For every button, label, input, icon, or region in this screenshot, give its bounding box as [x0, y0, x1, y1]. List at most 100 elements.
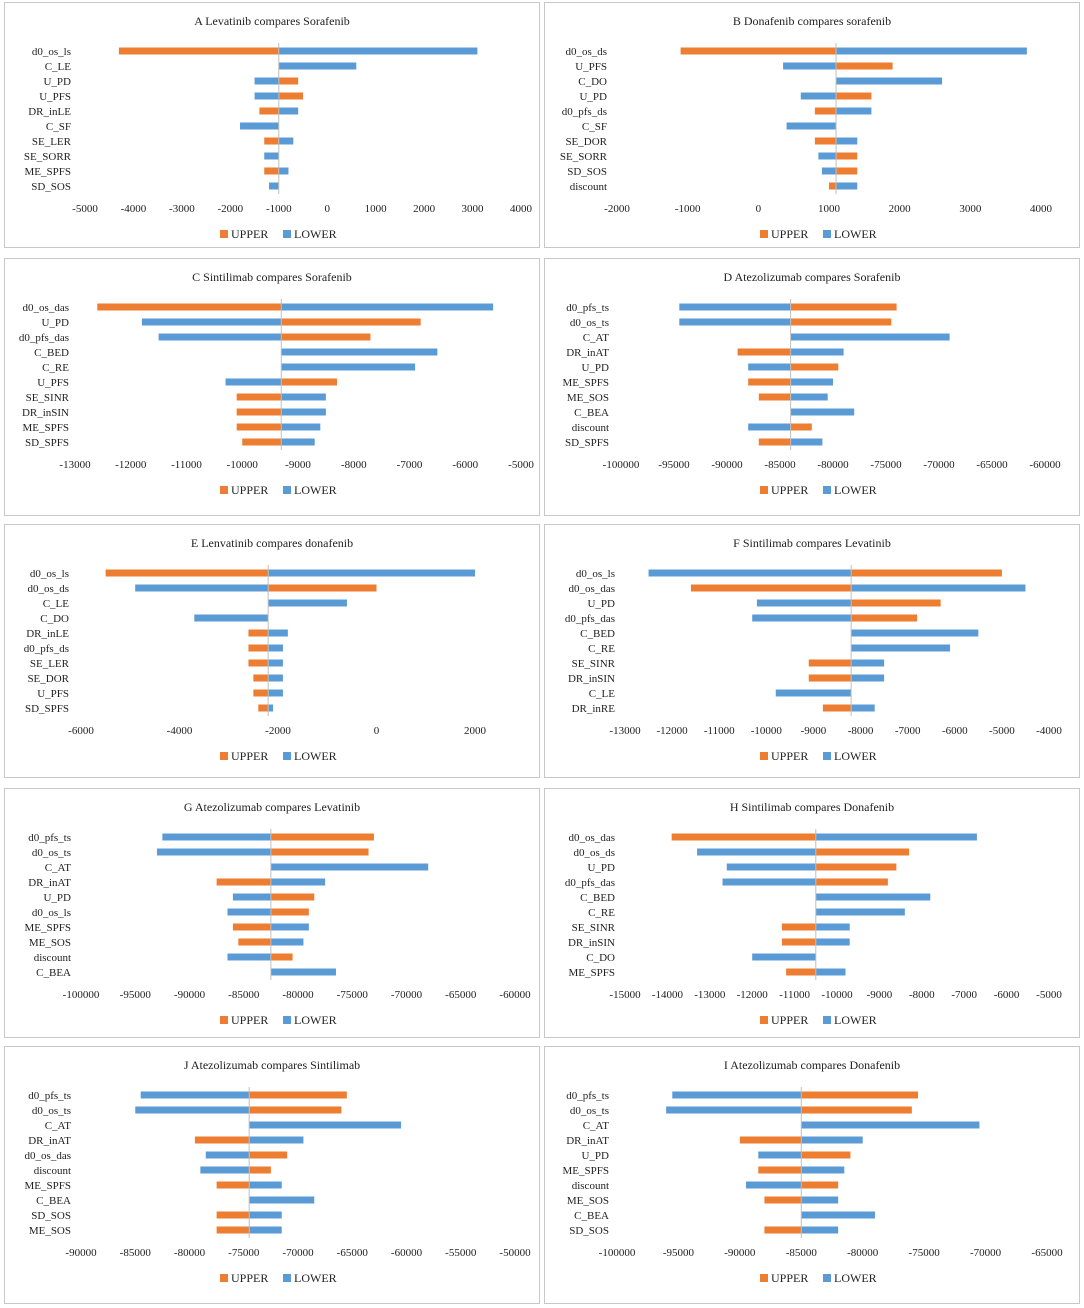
- legend-label-lower: LOWER: [834, 1271, 877, 1285]
- bar-upper: [278, 77, 299, 85]
- bar-lower: [254, 77, 279, 85]
- bar-upper: [232, 923, 271, 931]
- x-tick-label: -4000: [121, 203, 147, 215]
- bar-lower: [815, 833, 977, 841]
- category-label: d0_os_das: [25, 1150, 71, 1162]
- x-tick-label: -65000: [976, 459, 1008, 471]
- bar-lower: [232, 893, 271, 901]
- category-label: d0_os_ts: [570, 317, 609, 329]
- bar-upper: [105, 569, 269, 577]
- bar-upper: [758, 393, 791, 401]
- x-tick-label: -11000: [704, 725, 735, 737]
- legend-label-upper: UPPER: [771, 749, 808, 763]
- category-label: C_AT: [583, 332, 610, 344]
- x-tick-label: 2000: [889, 203, 912, 215]
- x-tick-label: 1000: [365, 203, 388, 215]
- bar-lower: [268, 659, 283, 667]
- category-label: C_BED: [580, 628, 615, 640]
- legend-label-upper: UPPER: [771, 483, 808, 497]
- x-tick-label: -7000: [951, 989, 977, 1001]
- x-tick-label: 0: [756, 203, 762, 215]
- bar-lower: [790, 333, 950, 341]
- x-tick-label: -90000: [174, 989, 206, 1001]
- x-tick-label: -60000: [499, 989, 531, 1001]
- chart-panel: D Atezolizumab compares Sorafenib d0_pfs_…: [544, 258, 1080, 516]
- category-label: C_SF: [582, 121, 607, 133]
- bar-lower: [225, 378, 282, 386]
- x-tick-label: -13000: [694, 989, 726, 1001]
- category-label: DR_inSIN: [568, 937, 615, 949]
- chart-svg: B Donafenib compares sorafenib d0_os_ds U_…: [560, 14, 1053, 241]
- chart-panel: F Sintilimab compares Levatinib d0_os_ls d…: [544, 524, 1080, 778]
- category-label: d0_os_ls: [32, 907, 71, 919]
- bar-lower: [200, 1166, 250, 1174]
- chart-panel: B Donafenib compares sorafenib d0_os_ds U_…: [544, 2, 1080, 248]
- bar-lower: [205, 1151, 250, 1159]
- bar-lower: [249, 1226, 282, 1234]
- bar-lower: [281, 393, 326, 401]
- category-label: SD_SOS: [569, 1225, 609, 1237]
- x-tick-label: -8000: [848, 725, 874, 737]
- category-label: U_PD: [43, 76, 71, 88]
- legend-label-upper: UPPER: [771, 1271, 808, 1285]
- x-tick-label: -65000: [1031, 1247, 1063, 1259]
- chart-title: E Lenvatinib compares donafenib: [191, 536, 353, 550]
- category-label: DR_inRE: [572, 703, 616, 715]
- x-tick-label: -10000: [227, 459, 259, 471]
- x-tick-label: -65000: [445, 989, 477, 1001]
- category-label: C_DO: [40, 613, 69, 625]
- category-label: d0_pfs_ts: [566, 1090, 609, 1102]
- category-label: ME_SPFS: [25, 922, 71, 934]
- bar-lower: [672, 1091, 802, 1099]
- bar-upper: [248, 629, 269, 637]
- category-label: d0_pfs_das: [565, 877, 615, 889]
- category-label: ME_SPFS: [25, 166, 71, 178]
- legend: UPPER LOWER: [220, 749, 337, 763]
- bar-upper: [815, 863, 897, 871]
- bar-lower: [801, 1166, 845, 1174]
- bar-lower: [790, 393, 828, 401]
- category-label: d0_os_das: [569, 832, 615, 844]
- bar-upper: [790, 303, 897, 311]
- legend-swatch-upper: [760, 1016, 768, 1024]
- x-tick-label: 1000: [818, 203, 841, 215]
- category-label: U_PD: [587, 862, 615, 874]
- category-label: SE_SORR: [24, 151, 72, 163]
- x-tick-label: -11000: [171, 459, 202, 471]
- bar-upper: [238, 938, 271, 946]
- bar-upper: [216, 878, 271, 886]
- category-label: ME_SOS: [29, 937, 71, 949]
- bar-upper: [801, 1181, 839, 1189]
- bar-lower: [666, 1106, 802, 1114]
- bar-upper: [236, 423, 282, 431]
- legend-swatch-lower: [823, 230, 831, 238]
- category-label: discount: [34, 1165, 71, 1177]
- category-label: d0_os_ls: [576, 568, 615, 580]
- bar-upper: [216, 1211, 250, 1219]
- bar-lower: [281, 348, 438, 356]
- category-label: d0_pfs_ds: [562, 106, 607, 118]
- bar-upper: [281, 318, 421, 326]
- category-label: C_BED: [34, 347, 69, 359]
- chart-title: C Sintilimab compares Sorafenib: [192, 270, 352, 284]
- bar-lower: [851, 674, 885, 682]
- category-label: C_BEA: [574, 1210, 609, 1222]
- x-tick-label: -100000: [599, 1247, 636, 1259]
- bar-lower: [278, 107, 299, 115]
- bar-lower: [790, 438, 823, 446]
- bar-lower: [790, 408, 855, 416]
- x-tick-label: 3000: [959, 203, 982, 215]
- category-label: U_PD: [579, 91, 607, 103]
- chart-svg: F Sintilimab compares Levatinib d0_os_lsd…: [565, 536, 1062, 763]
- x-tick-label: -95000: [120, 989, 152, 1001]
- bar-upper: [264, 137, 279, 145]
- category-label: DR_inSIN: [568, 673, 615, 685]
- bar-lower: [648, 569, 852, 577]
- bar-upper: [829, 182, 837, 190]
- bar-upper: [836, 167, 858, 175]
- bar-lower: [815, 908, 905, 916]
- category-label: ME_SPFS: [569, 967, 615, 979]
- legend: UPPER LOWER: [760, 1013, 877, 1027]
- legend-label-lower: LOWER: [294, 227, 337, 241]
- x-tick-label: -4000: [1036, 725, 1062, 737]
